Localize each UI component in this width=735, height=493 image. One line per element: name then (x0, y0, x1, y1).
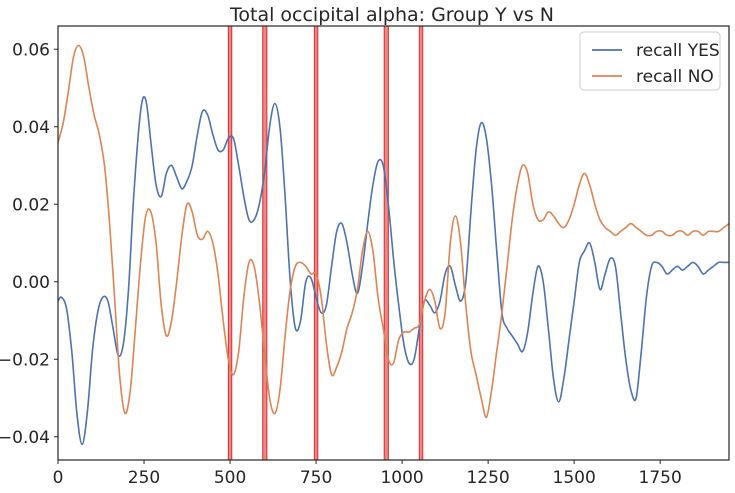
series-line-0 (57, 95, 729, 446)
x-tick-label: 0 (53, 468, 64, 488)
x-axis-ticks: 0 250 500 750 1000 1250 1500 1750 (53, 460, 682, 488)
y-tick-label: −0.02 (0, 350, 50, 370)
highlight-region-4 (418, 25, 424, 461)
series-lines (57, 44, 730, 446)
chart-title: Total occipital alpha: Group Y vs N (229, 4, 554, 26)
x-tick-label: 1000 (380, 468, 423, 488)
x-tick-label: 1500 (553, 468, 596, 488)
plot-frame (57, 25, 730, 461)
series-line-1 (57, 44, 730, 419)
y-tick-label: −0.04 (0, 428, 50, 448)
legend: recall YES recall NO (579, 31, 721, 91)
y-tick-label: 0.06 (12, 40, 50, 60)
y-tick-label: 0.04 (12, 118, 50, 138)
y-tick-label: 0.02 (12, 195, 50, 215)
y-axis-ticks: −0.04 −0.02 0.00 0.02 0.04 0.06 (0, 40, 58, 448)
x-tick-label: 250 (128, 468, 160, 488)
y-tick-label: 0.00 (12, 273, 50, 293)
legend-label-0: recall YES (636, 41, 720, 61)
x-tick-label: 500 (214, 468, 246, 488)
x-tick-label: 1250 (466, 468, 509, 488)
highlight-region-1 (262, 25, 268, 461)
legend-label-1: recall NO (636, 67, 714, 87)
highlight-regions (227, 25, 424, 461)
highlight-region-3 (383, 25, 389, 461)
highlight-region-0 (227, 25, 233, 461)
x-tick-label: 1750 (639, 468, 682, 488)
x-tick-label: 750 (300, 468, 332, 488)
highlight-region-2 (313, 25, 319, 461)
